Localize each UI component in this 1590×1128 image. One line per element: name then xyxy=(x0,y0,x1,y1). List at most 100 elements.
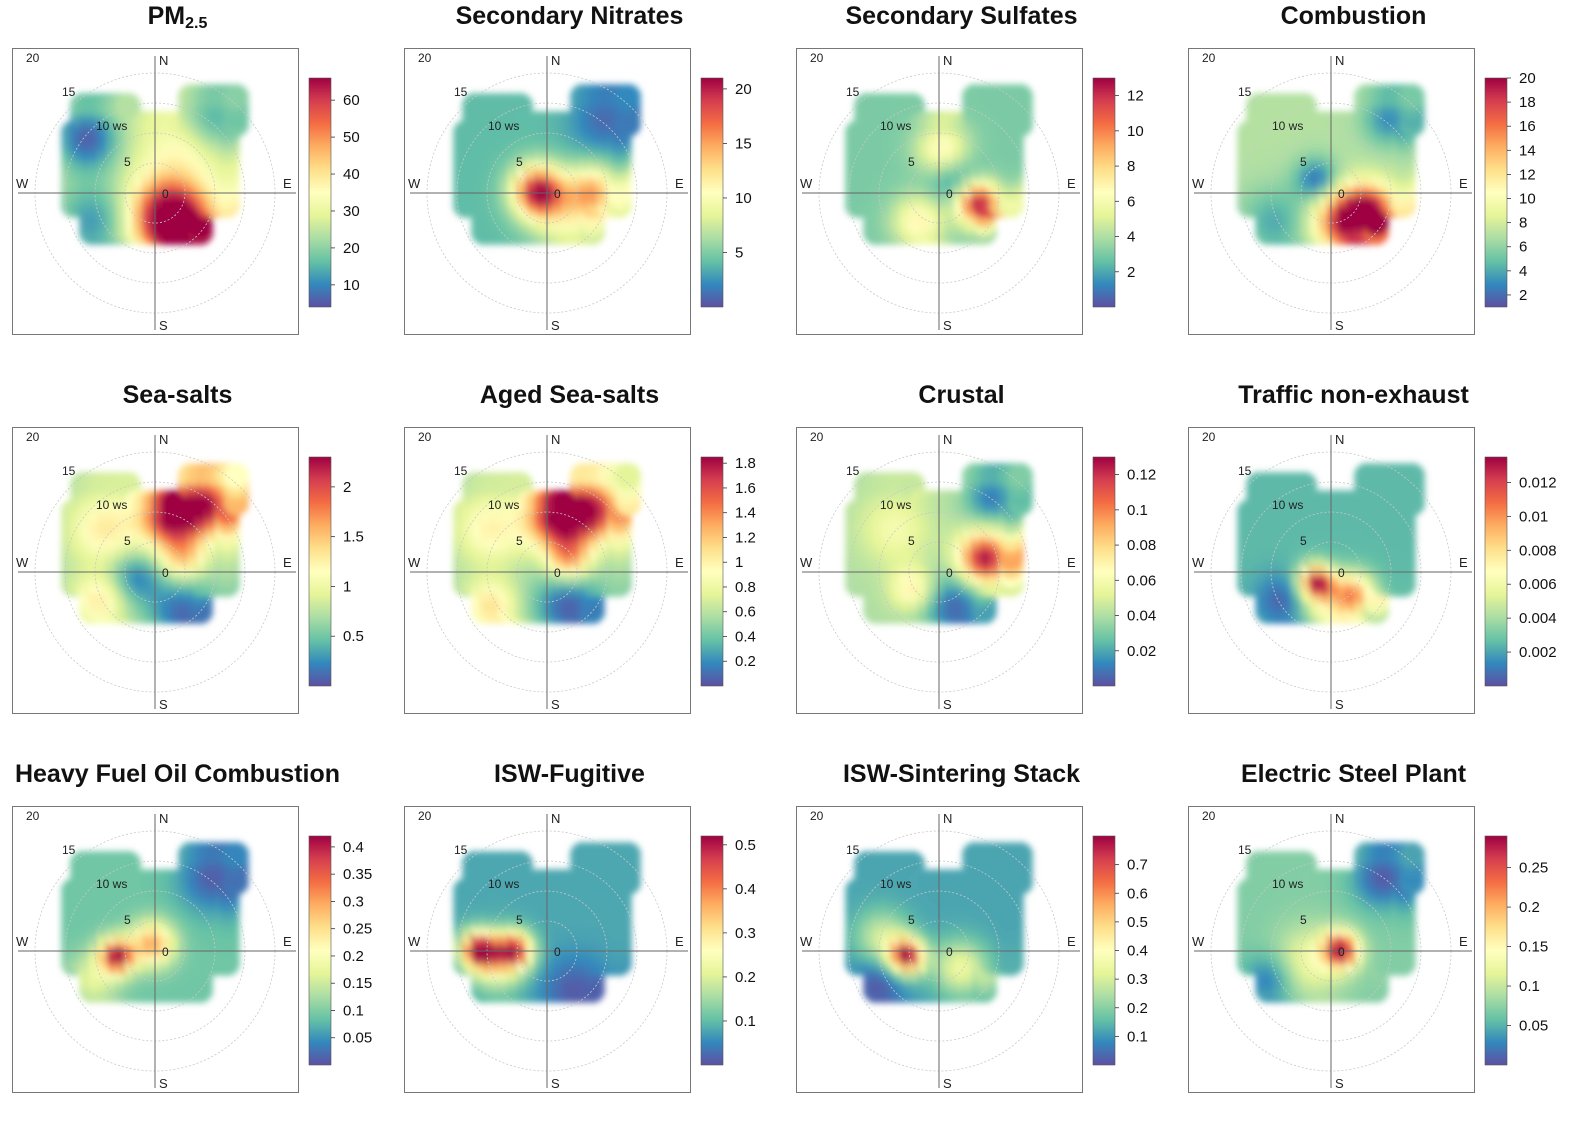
colorbar-tick-label: 0.1 xyxy=(1127,1028,1148,1045)
colorbar-tick-label: 30 xyxy=(343,203,360,220)
direction-label-e: E xyxy=(675,555,684,570)
colorbar xyxy=(700,456,724,687)
ring-label: 5 xyxy=(516,534,523,548)
ring-label: 5 xyxy=(1300,155,1307,169)
colorbar xyxy=(1092,77,1116,308)
polar-plot-panel: PM2.5 5 10 ws 15 20 0 N E S W 10 20 30 40 50 60 xyxy=(0,0,392,370)
direction-label-n: N xyxy=(943,432,952,447)
colorbar-tick-label: 16 xyxy=(1519,118,1536,135)
direction-label-s: S xyxy=(1335,1076,1344,1091)
center-label: 0 xyxy=(162,187,169,201)
panel-title-main: Heavy Fuel Oil Combustion xyxy=(14,760,341,788)
colorbar-tick-label: 1 xyxy=(343,578,351,595)
ring-label: 20 xyxy=(26,430,40,444)
panel-title-main: Secondary Nitrates xyxy=(455,2,684,30)
polar-plot-svg: 5 10 ws 15 20 0 N E S W 0.002 0.004 0.006 0.008 0.01 0… xyxy=(1188,427,1557,714)
colorbar-tick-label: 8 xyxy=(1519,215,1527,232)
colorbar-tick-label: 0.4 xyxy=(735,628,756,645)
colorbar-tick-label: 6 xyxy=(1127,193,1135,210)
polar-plot-panel: Crustal 5 10 ws 15 20 0 N E S W 0.02 0.04 0.06 0.08 0.… xyxy=(784,379,1176,749)
heat-cell xyxy=(223,84,249,110)
colorbar xyxy=(1484,835,1508,1066)
colorbar-tick-label: 0.25 xyxy=(1519,860,1548,877)
colorbar-tick-label: 12 xyxy=(1127,88,1144,105)
direction-label-w: W xyxy=(1192,934,1205,949)
colorbar-tick-label: 0.7 xyxy=(1127,857,1148,874)
colorbar-tick-label: 2 xyxy=(1519,287,1527,304)
direction-label-s: S xyxy=(551,697,560,712)
colorbar-tick-label: 10 xyxy=(1519,191,1536,208)
colorbar-tick-label: 0.8 xyxy=(735,579,756,596)
colorbar-tick-label: 0.4 xyxy=(735,881,756,898)
ring-label: 20 xyxy=(1202,430,1216,444)
ring-label: 15 xyxy=(1238,85,1252,99)
colorbar-tick-label: 0.3 xyxy=(735,925,756,942)
ring-label: 10 ws xyxy=(880,877,911,891)
colorbar-tick-label: 40 xyxy=(343,166,360,183)
panel-title: ISW-Sintering Stack xyxy=(784,760,1139,789)
direction-label-n: N xyxy=(943,811,952,826)
ring-label: 10 ws xyxy=(880,498,911,512)
direction-label-n: N xyxy=(159,53,168,68)
direction-label-n: N xyxy=(159,811,168,826)
ring-label: 5 xyxy=(1300,913,1307,927)
panel-title: Crustal xyxy=(784,381,1139,410)
ring-label: 15 xyxy=(454,85,468,99)
center-label: 0 xyxy=(946,566,953,580)
polar-plot-svg: 5 10 ws 15 20 0 N E S W 2 4 6 8 10 12 xyxy=(796,48,1144,335)
colorbar-tick-label: 1 xyxy=(735,554,743,571)
colorbar-tick-label: 10 xyxy=(343,277,360,294)
center-label: 0 xyxy=(162,945,169,959)
direction-label-n: N xyxy=(551,53,560,68)
colorbar-tick-label: 0.12 xyxy=(1127,467,1156,484)
colorbar-tick-label: 10 xyxy=(735,190,752,207)
heat-cell xyxy=(1007,842,1033,868)
colorbar-tick-label: 0.3 xyxy=(1127,971,1148,988)
colorbar-tick-label: 0.08 xyxy=(1127,537,1156,554)
colorbar-tick-label: 10 xyxy=(1127,123,1144,140)
panel-title: Aged Sea-salts xyxy=(392,381,747,410)
ring-label: 15 xyxy=(62,85,76,99)
direction-label-e: E xyxy=(1067,555,1076,570)
heat-field xyxy=(845,463,1033,624)
direction-label-s: S xyxy=(943,318,952,333)
direction-label-s: S xyxy=(159,318,168,333)
colorbar-tick-label: 0.1 xyxy=(1519,978,1540,995)
ring-label: 20 xyxy=(418,51,432,65)
colorbar-tick-label: 14 xyxy=(1519,142,1536,159)
direction-label-e: E xyxy=(1067,934,1076,949)
heat-cell xyxy=(1399,463,1425,489)
ring-label: 10 ws xyxy=(1272,119,1303,133)
colorbar xyxy=(1092,835,1116,1066)
heat-field xyxy=(1237,84,1425,245)
colorbar-tick-label: 0.35 xyxy=(343,866,372,883)
colorbar-tick-label: 0.1 xyxy=(735,1013,756,1030)
colorbar xyxy=(308,77,332,308)
heat-field xyxy=(61,84,249,245)
ring-label: 20 xyxy=(1202,809,1216,823)
colorbar-tick-label: 0.06 xyxy=(1127,572,1156,589)
ring-label: 20 xyxy=(810,430,824,444)
panel-title-main: Crustal xyxy=(918,381,1005,409)
colorbar-tick-label: 50 xyxy=(343,129,360,146)
panel-title-subscript: 2.5 xyxy=(185,15,208,32)
panel-title: PM2.5 xyxy=(0,2,355,33)
colorbar-tick-label: 0.1 xyxy=(1127,502,1148,519)
polar-plot-panel: Electric Steel Plant 5 10 ws 15 20 0 N E S W 0.05 0… xyxy=(1176,758,1568,1128)
ring-label: 5 xyxy=(516,913,523,927)
ring-label: 5 xyxy=(124,913,131,927)
panel-title-main: PM xyxy=(147,2,186,30)
colorbar xyxy=(1484,77,1508,308)
ring-label: 10 ws xyxy=(1272,498,1303,512)
direction-label-e: E xyxy=(1067,176,1076,191)
panel-title-main: Electric Steel Plant xyxy=(1240,760,1467,788)
ring-label: 15 xyxy=(1238,464,1252,478)
colorbar-tick-label: 4 xyxy=(1519,263,1527,280)
center-label: 0 xyxy=(554,945,561,959)
direction-label-s: S xyxy=(159,697,168,712)
center-label: 0 xyxy=(162,566,169,580)
ring-label: 20 xyxy=(418,809,432,823)
colorbar-tick-label: 1.4 xyxy=(735,505,756,522)
ring-label: 10 ws xyxy=(96,498,127,512)
